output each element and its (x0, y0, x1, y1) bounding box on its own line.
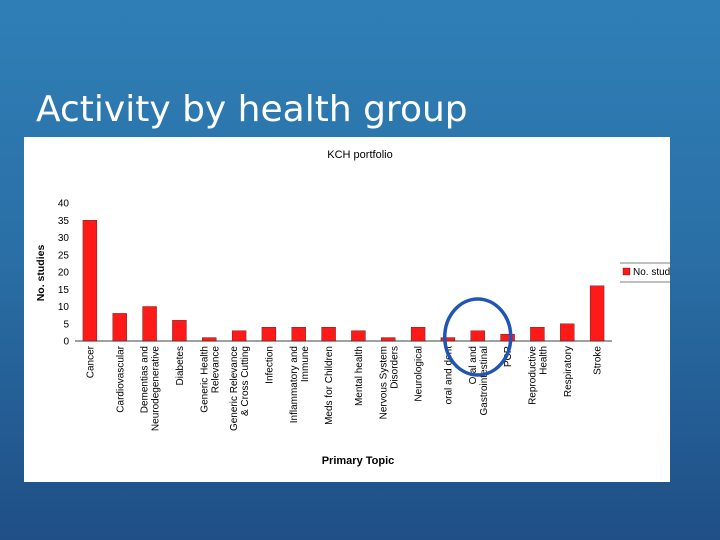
x-tick-label-line: Neurological (414, 346, 425, 402)
x-tick-label-line: Neurodegenerative (151, 346, 162, 431)
slide-title: Activity by health group (36, 89, 468, 130)
bar (202, 337, 217, 342)
x-tick-label-line: Relevance (210, 346, 221, 394)
x-tick-label: Mental health (354, 346, 365, 406)
bar (172, 320, 187, 342)
bar (321, 327, 336, 342)
x-tick-label-line: Health (538, 346, 549, 375)
x-tick-label-line: Nervous System (378, 346, 389, 419)
highlight-circle (443, 297, 513, 377)
x-tick-label: Nervous SystemDisorders (378, 346, 400, 419)
x-axis-label: Primary Topic (322, 455, 395, 467)
x-tick-label-line: Immune (300, 346, 311, 383)
x-tick-label: Generic Relevance& Cross Cutting (229, 346, 251, 431)
x-tick-label: Infection (264, 346, 275, 384)
x-tick-label: Dementias andNeurodegenerative (140, 346, 162, 431)
bar (142, 306, 157, 342)
x-tick-label-line: Dementias and (140, 346, 151, 413)
x-tick-label: Diabetes (175, 346, 186, 385)
x-tick-label-line: Meds for Children (324, 346, 335, 425)
bar (440, 337, 456, 342)
bar (261, 327, 277, 342)
bar (231, 330, 247, 342)
x-tick-label-line: Infection (264, 346, 275, 384)
chart-title: KCH portfolio (327, 149, 392, 161)
y-tick-label: 0 (63, 337, 69, 348)
bar (530, 327, 545, 342)
y-axis-ticks: 0 5 10 15 20 25 30 35 40 (58, 199, 612, 348)
x-tick-label: Generic HealthRelevance (199, 346, 221, 413)
x-tick-label: oral and dent (443, 346, 454, 405)
bar-chart: KCH portfolio No. studies Primary Topic … (35, 149, 670, 467)
x-tick-label: PCR (503, 346, 514, 367)
x-axis-ticks: Cancer Cardiovascular Dementias andNeurode… (85, 345, 603, 431)
bar (351, 330, 366, 342)
y-tick-label: 35 (58, 216, 70, 227)
x-tick-label: ReproductiveHealth (527, 346, 549, 405)
x-tick-label-line: Mental health (354, 346, 365, 406)
chart-panel: KCH portfolio No. studies Primary Topic … (24, 137, 670, 482)
bar (112, 313, 127, 342)
y-axis-label: No. studies (35, 245, 47, 302)
x-tick-label-line: Generic Relevance (229, 346, 240, 431)
bar (291, 327, 306, 342)
x-tick-label-line: Respiratory (563, 346, 574, 397)
x-tick-label-line: Stroke (593, 346, 604, 375)
legend-label: No. studies (633, 267, 670, 278)
x-tick-label: Neurological (414, 346, 425, 402)
x-tick-label-line: Cardiovascular (115, 345, 126, 412)
x-tick-label: Respiratory (563, 346, 574, 397)
x-tick-label-line: PCR (503, 346, 514, 367)
bar (470, 330, 485, 342)
x-tick-label-line: Oral and (468, 346, 479, 384)
x-tick-label-line: Cancer (85, 345, 96, 378)
x-tick-label: Inflammatory andImmune (289, 346, 311, 424)
y-tick-label: 10 (58, 302, 70, 313)
x-tick-label-line: Diabetes (175, 346, 186, 385)
y-tick-label: 15 (58, 285, 70, 296)
bar (410, 327, 426, 342)
x-tick-label: Cancer (85, 345, 96, 378)
x-tick-label-line: Generic Health (199, 346, 210, 413)
x-tick-label-line: Inflammatory and (289, 346, 300, 423)
highlight-circle-group (443, 297, 513, 377)
y-tick-label: 5 (63, 319, 69, 330)
x-tick-label: Oral andGastrointestinal (468, 346, 490, 415)
bar (560, 323, 575, 342)
y-tick-label: 20 (58, 268, 70, 279)
bar (500, 333, 515, 342)
x-tick-label: Cardiovascular (115, 345, 126, 412)
y-tick-label: 25 (58, 250, 70, 261)
legend-swatch (622, 267, 631, 276)
y-tick-label: 40 (58, 199, 70, 210)
bars-group (82, 220, 605, 342)
x-tick-label: Meds for Children (324, 346, 335, 425)
y-tick-label: 30 (58, 233, 70, 244)
x-tick-label-line: Gastrointestinal (479, 346, 490, 415)
x-tick-label-line: Reproductive (527, 346, 538, 405)
legend: No. studies (620, 262, 670, 283)
bar (82, 220, 98, 342)
x-tick-label: Stroke (593, 346, 604, 375)
bar (381, 337, 396, 342)
x-tick-label-line: & Cross Cutting (240, 346, 251, 416)
x-tick-label-line: oral and dent (443, 346, 454, 405)
bar (589, 285, 605, 342)
x-tick-label-line: Disorders (389, 346, 400, 389)
